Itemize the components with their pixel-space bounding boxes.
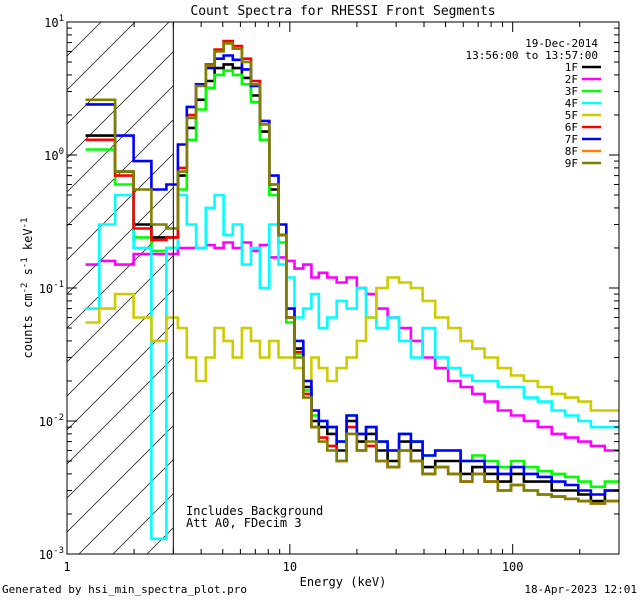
y-tick-label: 100 [44, 147, 64, 163]
y-tick-label: 10-1 [39, 280, 64, 296]
legend-label-3F: 3F [565, 85, 578, 98]
legend-label-8F: 8F [565, 145, 578, 158]
hatch-line [67, 221, 174, 329]
x-tick-label: 1 [63, 560, 70, 574]
x-tick-label: 10 [283, 560, 297, 574]
annotation-background: Includes Background [186, 504, 323, 518]
hatch-line [67, 51, 174, 159]
x-tick-label: 100 [502, 560, 524, 574]
series-9F [85, 42, 619, 505]
series-7F [85, 54, 619, 496]
hatch-line [67, 22, 170, 125]
y-tick-label: 10-3 [39, 546, 64, 562]
series-1F [85, 63, 619, 503]
hatch-line [67, 289, 174, 397]
legend-label-6F: 6F [565, 121, 578, 134]
legend-label-2F: 2F [565, 73, 578, 86]
axes: 1 10 100 10-3 10-2 10-1 100 101 [39, 14, 620, 574]
hatch-line [67, 255, 174, 363]
annotation-attenuator: Att A0, FDecim 3 [186, 516, 302, 530]
y-axis-label: counts cm-2 s-1 keV-1 [20, 218, 35, 359]
legend-label-5F: 5F [565, 109, 578, 122]
legend-label-4F: 4F [565, 97, 578, 110]
series-2F [85, 241, 619, 452]
x-axis-label: Energy (keV) [300, 575, 387, 589]
series-4F [85, 193, 619, 541]
hatched-region [67, 22, 640, 554]
hatch-line [249, 22, 640, 554]
y-tick-label: 101 [44, 14, 64, 30]
footer-generated: Generated by hsi_min_spectra_plot.pro [2, 583, 248, 596]
chart-title: Count Spectra for RHESSI Front Segments [190, 4, 495, 19]
footer-timestamp: 18-Apr-2023 12:01 [524, 583, 637, 596]
legend-label-1F: 1F [565, 61, 578, 74]
hatch-line [67, 85, 174, 193]
series-lines [85, 39, 619, 541]
date-label: 19-Dec-2014 [525, 37, 598, 50]
time-range-label: 13:56:00 to 13:57:00 [466, 49, 598, 62]
series-5F [85, 276, 619, 412]
y-tick-label: 10-2 [39, 413, 64, 429]
legend-label-9F: 9F [565, 157, 578, 170]
legend-label-7F: 7F [565, 133, 578, 146]
hatch-line [67, 425, 174, 533]
hatch-line [67, 391, 174, 499]
